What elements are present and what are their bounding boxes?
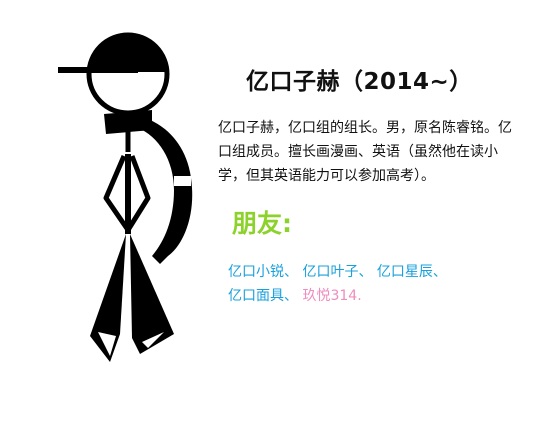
- separator: 、: [358, 264, 373, 280]
- stick-figure-with-cap-and-scarf-icon: [40, 20, 230, 380]
- separator: .: [357, 288, 362, 304]
- friend-name[interactable]: 亿口星辰: [376, 264, 433, 280]
- separator: 、: [284, 288, 298, 304]
- friends-list: 亿口小锐、 亿口叶子、 亿口星辰、 亿口面具、 玖悦314.: [228, 260, 503, 308]
- profile-description: 亿口子赫，亿口组的组长。男，原名陈睿铭。亿口组成员。擅长画漫画、英语（虽然他在读…: [218, 120, 512, 184]
- friend-name[interactable]: 亿口叶子: [302, 264, 359, 280]
- friend-link-xingchen[interactable]: 亿口星辰、: [377, 264, 447, 280]
- friend-name-highlight[interactable]: 玖悦314: [302, 288, 358, 304]
- friend-name[interactable]: 亿口面具: [228, 288, 284, 304]
- friend-name[interactable]: 亿口小锐: [228, 264, 284, 280]
- friend-link-jiuyue[interactable]: 玖悦314.: [302, 288, 361, 304]
- friends-heading: 朋友:: [232, 209, 292, 238]
- page-title: 亿口子赫（2014~）: [246, 69, 473, 95]
- friend-link-yezi[interactable]: 亿口叶子、: [302, 264, 372, 280]
- separator: 、: [284, 264, 298, 280]
- friend-link-mianju[interactable]: 亿口面具、: [228, 288, 298, 304]
- friend-link-xiaorui[interactable]: 亿口小锐、: [228, 264, 298, 280]
- separator: 、: [432, 264, 447, 280]
